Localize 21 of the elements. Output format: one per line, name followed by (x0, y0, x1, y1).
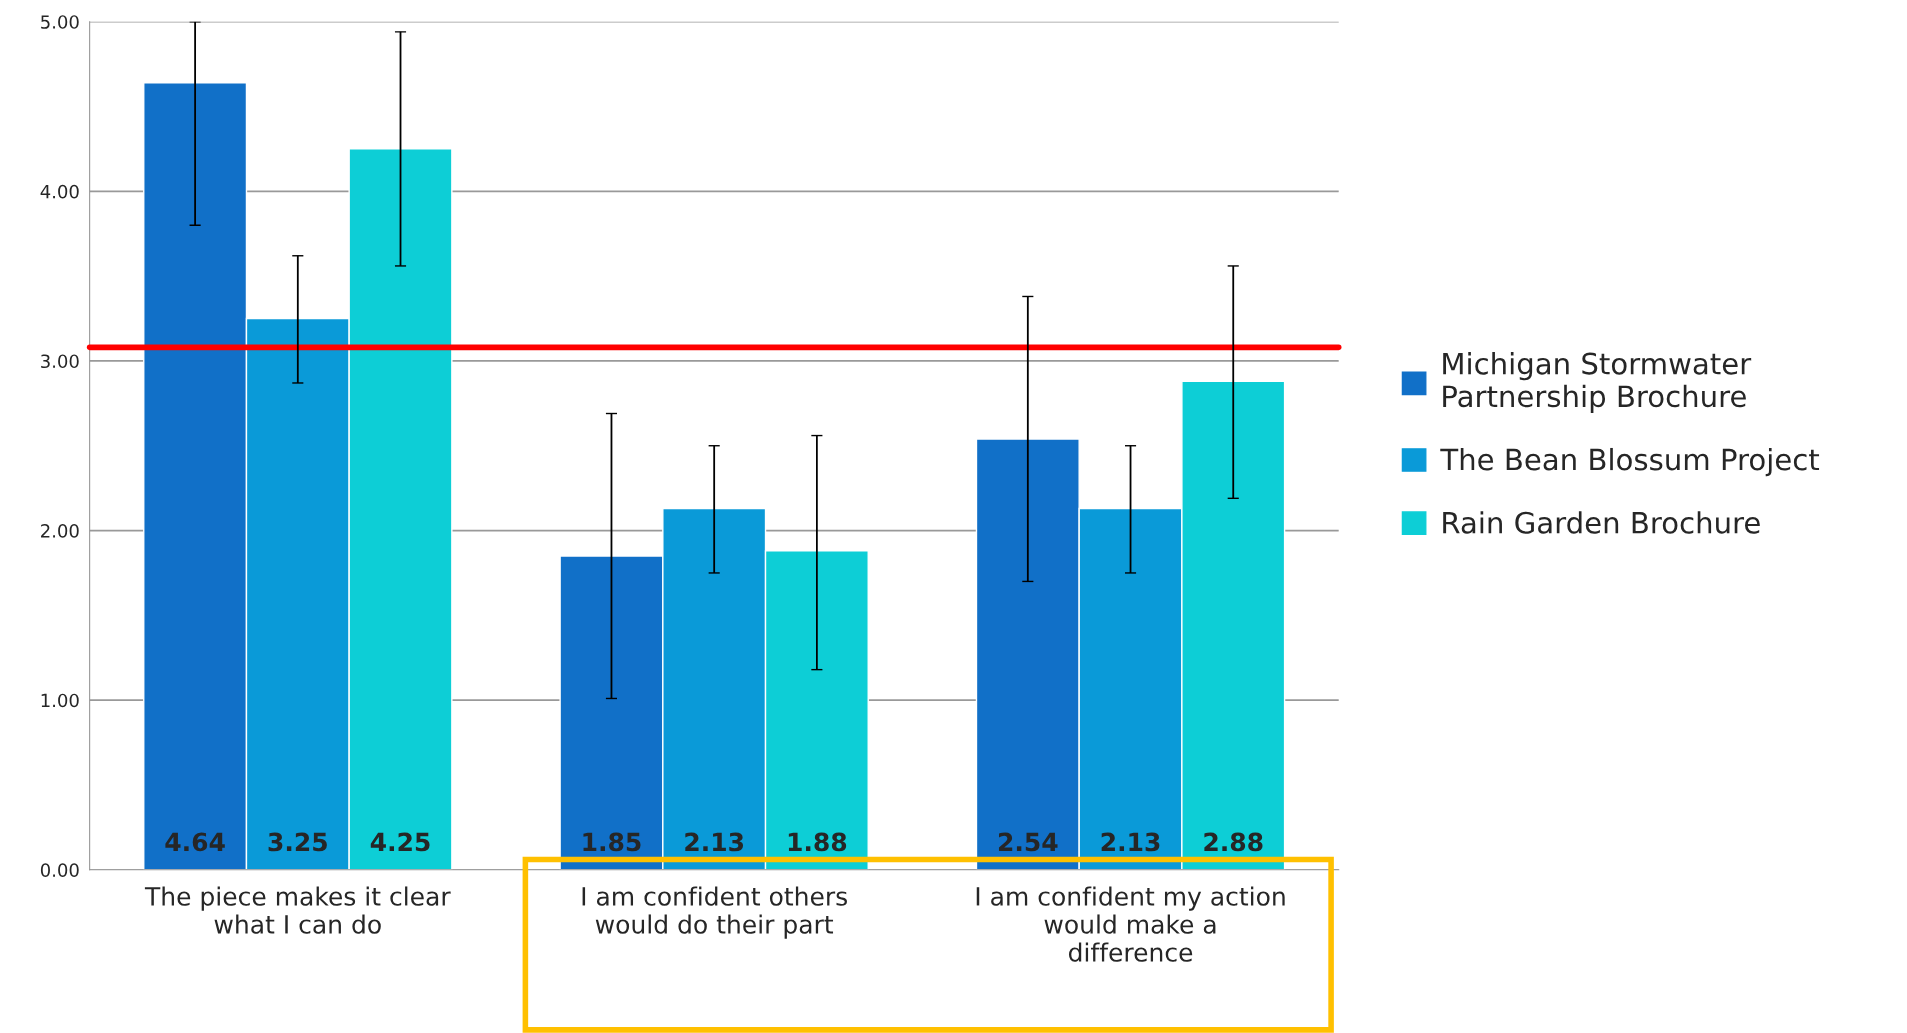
data-label: 2.13 (1101, 832, 1160, 852)
legend-label: Michigan Stormwater Partnership Brochure (1443, 352, 1752, 413)
data-label: 4.64 (165, 832, 225, 852)
data-label: 4.25 (370, 832, 430, 852)
y-tick-label: 3.00 (41, 354, 79, 369)
data-label: 1.88 (788, 832, 847, 852)
data-label: 2.88 (1204, 832, 1263, 852)
y-tick-label: 2.00 (41, 524, 79, 538)
data-label: 2.13 (685, 832, 744, 852)
data-label: 3.25 (268, 832, 327, 852)
y-tick-label: 0.00 (40, 863, 79, 877)
legend-label: Rain Garden Brochure (1443, 511, 1760, 534)
x-tick-label: The piece makes it clear what I can do (144, 886, 451, 934)
x-tick-label: I am confident my action would make a difference (976, 886, 1285, 962)
y-tick-label: 1.00 (41, 693, 79, 708)
data-label: 2.54 (998, 832, 1058, 852)
y-tick-label: 5.00 (41, 15, 79, 29)
y-tick-label: 4.00 (40, 184, 79, 199)
legend-label: The Bean Blossum Project (1440, 447, 1820, 477)
data-label: 1.85 (583, 832, 641, 852)
x-tick-label: I am confident others would do their part (582, 886, 847, 939)
